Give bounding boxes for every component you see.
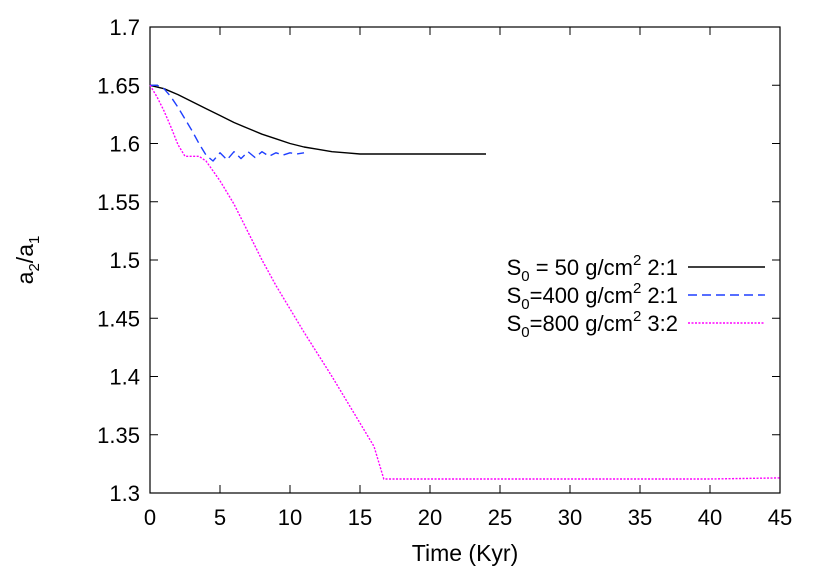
y-tick-label: 1.6 (109, 132, 140, 157)
x-tick-label: 0 (144, 505, 156, 530)
legend-label-1: S0 = 50 g/cm2 2:1 (507, 252, 678, 285)
legend-label-3: S0=800 g/cm2 3:2 (507, 308, 678, 341)
x-tick-label: 10 (278, 505, 302, 530)
y-tick-label: 1.55 (97, 190, 140, 215)
y-tick-label: 1.3 (109, 481, 140, 506)
legend: S0 = 50 g/cm2 2:1S0=400 g/cm2 2:1S0=800 … (507, 252, 765, 341)
y-title-slash: /a (12, 244, 38, 263)
legend-label-2: S0=400 g/cm2 2:1 (507, 280, 678, 313)
y-tick-label: 1.65 (97, 73, 140, 98)
series-line-3 (149, 84, 781, 480)
y-axis-ticks: 1.3 1.35 1.4 1.45 1.5 1.55 1.6 1.65 1.7 (97, 15, 780, 506)
y-title-a: a (12, 271, 38, 284)
series-layer (149, 84, 781, 480)
x-axis-title: Time (Kyr) (412, 540, 518, 566)
series-line-1 (149, 84, 486, 155)
plot-frame (149, 26, 781, 494)
y-tick-label: 1.7 (109, 15, 140, 40)
y-title-sub-1: 1 (26, 236, 43, 244)
x-tick-label: 20 (418, 505, 442, 530)
y-tick-label: 1.45 (97, 306, 140, 331)
plot-area: 0 5 10 15 20 25 30 35 40 45 1.3 1.35 1.4 1.45 1.5 1.55… (97, 15, 792, 530)
y-tick-label: 1.4 (109, 365, 140, 390)
y-tick-label: 1.35 (97, 423, 140, 448)
x-tick-label: 45 (768, 505, 792, 530)
x-tick-label: 35 (628, 505, 652, 530)
y-title-sub-2: 2 (26, 263, 43, 271)
x-tick-label: 15 (348, 505, 372, 530)
y-axis-title: a2/a1 (12, 236, 43, 285)
series-line-2 (150, 84, 305, 162)
y-tick-label: 1.5 (109, 248, 140, 273)
x-tick-label: 25 (488, 505, 512, 530)
x-tick-label: 40 (698, 505, 722, 530)
x-tick-label: 5 (214, 505, 226, 530)
x-axis-ticks: 0 5 10 15 20 25 30 35 40 45 (144, 27, 792, 530)
x-tick-label: 30 (558, 505, 582, 530)
